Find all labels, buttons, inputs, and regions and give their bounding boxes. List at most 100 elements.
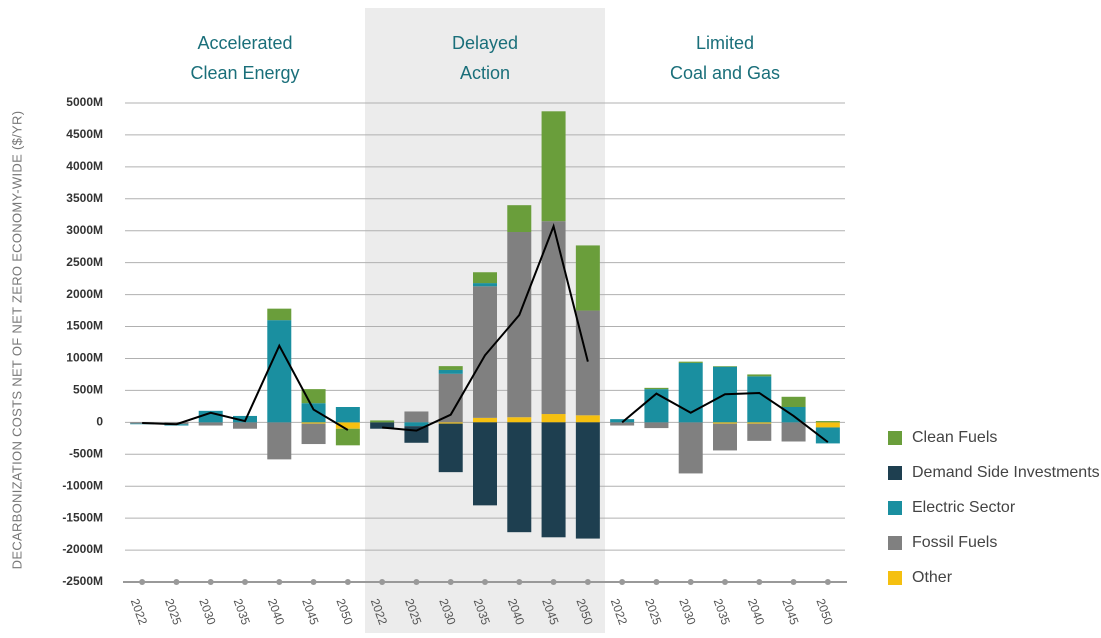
bar-segment (610, 419, 635, 423)
bar-segment (404, 422, 429, 427)
bar-segment (747, 374, 772, 377)
bar-segment (507, 417, 532, 423)
bar-segment (301, 423, 326, 445)
bar-segment (541, 422, 566, 538)
y-tick-label: 3500M (66, 191, 103, 205)
x-tick-dot (139, 579, 146, 585)
y-tick-label: 1500M (66, 319, 103, 333)
legend-swatch (888, 571, 902, 585)
panel-title: Action (460, 63, 510, 83)
bar-segment (541, 414, 566, 423)
x-tick-dot (790, 579, 797, 585)
bar-segment (267, 320, 292, 423)
bar-segment (438, 369, 463, 374)
x-tick-dot (276, 579, 283, 585)
x-tick-label: 2040 (265, 597, 287, 627)
x-tick-label: 2035 (231, 597, 253, 627)
x-tick-label: 2025 (642, 597, 664, 627)
x-tick-dot (756, 579, 763, 585)
legend-label: Other (912, 569, 953, 586)
x-tick-dot (413, 579, 420, 585)
bar-segment (335, 428, 360, 446)
x-tick-dot (310, 579, 317, 585)
bar-segment (473, 422, 497, 506)
x-tick-label: 2045 (299, 597, 321, 627)
bar-segment (781, 422, 806, 442)
x-tick-dot (824, 579, 831, 585)
bar-segment (713, 423, 737, 451)
x-tick-dot (482, 579, 488, 585)
x-tick-dot (242, 579, 248, 585)
bar-segment (575, 245, 600, 311)
x-tick-label: 2035 (711, 597, 733, 627)
bar-segment (644, 422, 669, 429)
x-tick-dot (687, 579, 694, 585)
bar-segment (644, 387, 669, 390)
x-tick-label: 2030 (196, 597, 218, 627)
x-tick-dot (379, 579, 386, 585)
x-tick-label: 2045 (779, 597, 801, 627)
bar-segment (404, 411, 429, 423)
net-line (142, 343, 349, 431)
legend-label: Fossil Fuels (912, 534, 997, 551)
y-tick-label: 2000M (66, 287, 103, 301)
panel-title: Accelerated (197, 33, 292, 53)
bar-segment (575, 415, 600, 423)
bar-segment (473, 286, 497, 418)
bar-segment (404, 426, 429, 443)
bar-segment (713, 422, 737, 424)
bar-segment (507, 422, 532, 533)
bar-segment (815, 427, 840, 444)
bar-segment (781, 396, 806, 408)
bar-segment (233, 422, 257, 429)
bar-segment (747, 423, 772, 441)
y-tick-label: -1000M (62, 478, 103, 492)
panel-title: Delayed (452, 33, 518, 53)
panel-title: Limited (696, 33, 754, 53)
bar-segment (301, 403, 326, 423)
bar-segment (541, 221, 566, 415)
y-axis-label: DECARBONIZATION COSTS NET OF NET ZERO EC… (9, 111, 24, 570)
y-tick-label: 4500M (66, 127, 103, 141)
y-tick-label: 500M (73, 383, 103, 397)
x-tick-dot (584, 579, 591, 585)
x-tick-dot (722, 579, 728, 585)
legend-label: Demand Side Investments (912, 464, 1100, 481)
y-tick-label: 1000M (66, 351, 103, 365)
bar-segment (815, 421, 840, 423)
bar-segment (438, 422, 463, 424)
x-tick-label: 2030 (676, 597, 698, 627)
bar-segment (678, 422, 703, 474)
panel-title: Clean Energy (190, 63, 299, 83)
y-tick-label: 4000M (66, 159, 103, 173)
bar-segment (541, 111, 566, 222)
bar-segment (335, 407, 360, 423)
legend-swatch (888, 431, 902, 445)
x-tick-label: 2022 (128, 597, 150, 627)
bar-segment (438, 366, 463, 370)
x-tick-label: 2022 (608, 597, 630, 627)
bar-segment (438, 423, 463, 473)
bar-segment (610, 422, 635, 426)
bar-segment (267, 422, 292, 460)
bar-segment (473, 283, 497, 287)
x-tick-label: 2050 (333, 597, 355, 627)
bar-segment (370, 422, 395, 429)
y-tick-label: 5000M (66, 95, 103, 109)
legend-swatch (888, 501, 902, 515)
y-tick-label: -2000M (62, 542, 103, 556)
y-tick-label: 0 (96, 415, 103, 429)
bar-segment (198, 410, 223, 423)
x-tick-label: 2025 (162, 597, 184, 627)
panel-title: Coal and Gas (670, 63, 780, 83)
legend-label: Clean Fuels (912, 429, 997, 446)
bar-segment (198, 422, 223, 426)
x-tick-dot (653, 579, 660, 585)
x-tick-dot (619, 579, 626, 585)
x-tick-label: 2040 (745, 597, 767, 627)
y-tick-label: -2500M (62, 574, 103, 588)
y-tick-label: 2500M (66, 255, 103, 269)
bar-segment (713, 366, 737, 367)
net-line (621, 391, 829, 443)
